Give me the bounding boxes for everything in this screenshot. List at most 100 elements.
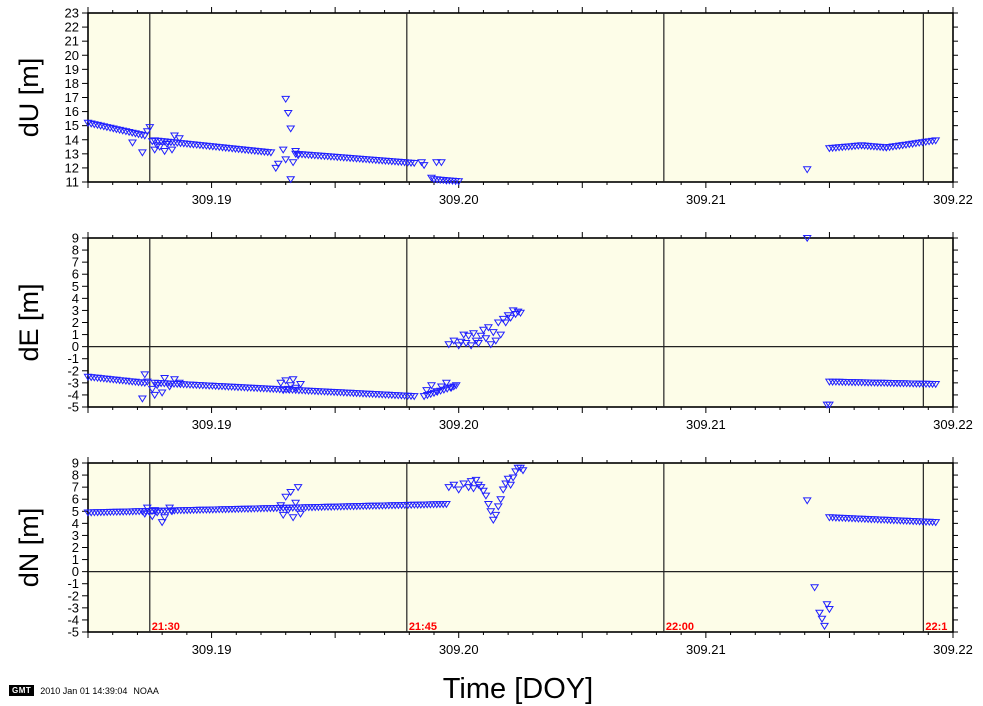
y-tick-label: 18 <box>65 76 79 91</box>
data-point <box>426 174 437 182</box>
data-point <box>165 504 175 512</box>
x-tick-label: 309.20 <box>439 192 479 207</box>
data-point <box>170 376 179 384</box>
y-axis-label: dU [m] <box>14 58 44 138</box>
data-point <box>283 507 293 515</box>
data-point <box>481 335 491 343</box>
data-point <box>283 385 293 394</box>
data-point <box>286 125 296 133</box>
data-point <box>449 481 459 489</box>
data-point <box>516 309 525 318</box>
data-point <box>278 511 288 520</box>
data-point <box>266 149 276 157</box>
data-point <box>822 601 832 609</box>
data-point <box>441 177 451 185</box>
y-tick-label: -3 <box>67 375 79 390</box>
data-point <box>147 138 157 146</box>
data-point <box>476 484 486 492</box>
x-tick-label: 309.22 <box>933 642 973 657</box>
y-tick-label: 4 <box>72 291 79 306</box>
data-point <box>296 381 305 389</box>
data-point <box>436 159 446 167</box>
data-point <box>814 609 825 617</box>
y-tick-label: 4 <box>72 516 79 531</box>
data-point <box>83 119 93 128</box>
data-point <box>150 391 160 400</box>
data-point <box>105 124 115 132</box>
data-point <box>824 606 834 614</box>
data-point <box>466 342 476 350</box>
y-tick-label: 23 <box>65 6 79 21</box>
x-axis-title: Time [DOY] <box>443 673 593 705</box>
data-point <box>288 514 298 522</box>
data-point <box>127 129 137 137</box>
data-point <box>96 122 106 130</box>
y-tick-label: -5 <box>67 625 79 640</box>
data-point <box>152 382 162 390</box>
data-point <box>511 468 521 476</box>
y-axis-label: dN [m] <box>14 508 44 588</box>
data-point <box>152 142 162 150</box>
x-tick-label: 309.21 <box>686 642 726 657</box>
x-tick-label: 309.22 <box>933 192 973 207</box>
data-point <box>167 508 177 516</box>
data-point <box>469 485 478 493</box>
data-point <box>118 127 128 135</box>
data-point <box>147 385 157 394</box>
y-tick-label: 3 <box>72 303 79 318</box>
y-tick-label: -5 <box>67 400 79 415</box>
time-label: 22:1 <box>925 621 947 633</box>
data-point <box>278 387 288 395</box>
data-point <box>167 146 177 154</box>
data-point <box>137 149 147 157</box>
data-point <box>488 516 498 524</box>
data-point <box>931 381 941 389</box>
data-point <box>291 384 301 392</box>
data-point <box>454 342 464 350</box>
y-tick-label: 21 <box>65 34 79 49</box>
data-point <box>486 341 496 349</box>
data-point <box>469 330 478 338</box>
data-point <box>498 486 508 494</box>
data-point <box>111 126 121 134</box>
data-point <box>488 329 498 337</box>
data-point <box>174 379 184 388</box>
data-point <box>471 476 481 485</box>
data-point <box>140 132 150 140</box>
y-tick-label: 6 <box>72 267 79 282</box>
data-point <box>496 331 506 339</box>
y-tick-label: -1 <box>67 351 79 366</box>
data-point <box>291 499 301 508</box>
data-point <box>931 137 941 145</box>
data-point <box>481 492 491 500</box>
data-point <box>147 513 157 521</box>
plot-area <box>87 12 954 183</box>
data-point <box>291 148 301 156</box>
data-point <box>150 146 160 154</box>
data-point <box>281 156 291 164</box>
data-point <box>271 164 281 173</box>
data-point <box>498 315 508 324</box>
data-point <box>483 501 493 509</box>
y-tick-label: 5 <box>72 504 79 519</box>
y-tick-label: 0 <box>72 564 79 579</box>
data-point <box>160 514 170 522</box>
time-label: 21:45 <box>409 621 437 633</box>
data-series <box>83 95 941 186</box>
time-label: 21:30 <box>152 621 180 633</box>
data-point <box>802 166 812 174</box>
data-point <box>491 337 501 345</box>
data-point <box>426 382 437 390</box>
data-point <box>293 152 303 160</box>
data-point <box>115 126 125 135</box>
data-point <box>493 503 503 511</box>
data-point <box>466 478 476 486</box>
data-point <box>446 384 456 392</box>
data-point <box>121 128 131 136</box>
data-point <box>286 176 296 184</box>
data-point <box>130 130 140 138</box>
plot-area <box>87 237 954 408</box>
data-point <box>276 379 286 388</box>
y-tick-label: -1 <box>67 576 79 591</box>
y-tick-label: 8 <box>72 243 79 258</box>
